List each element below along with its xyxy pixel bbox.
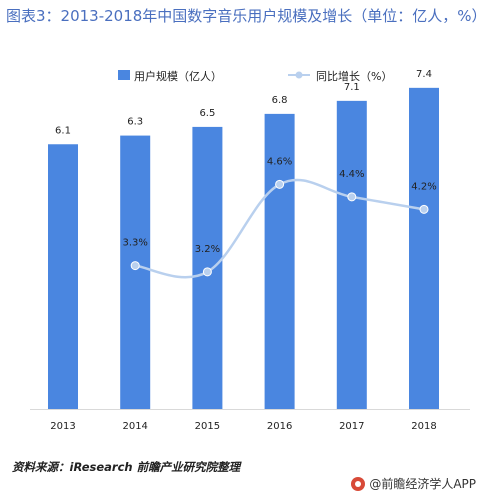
- x-tick-label-2017: 2017: [339, 421, 364, 432]
- chart-title: 图表3：2013-2018年中国数字音乐用户规模及增长（单位：亿人，%）: [6, 7, 487, 25]
- growth-label-2016: 4.6%: [267, 156, 292, 167]
- growth-point-2018: [419, 204, 429, 214]
- brand-text: @前瞻经济学人APP: [369, 477, 476, 491]
- growth-point-2016: [275, 179, 285, 189]
- growth-point-2015: [202, 267, 212, 277]
- x-tick-label-2013: 2013: [50, 421, 75, 432]
- growth-label-2017: 4.4%: [339, 169, 364, 180]
- legend-bar-label: 用户规模（亿人）: [134, 69, 222, 83]
- growth-point-2014: [130, 261, 140, 271]
- bar-2016: [264, 113, 295, 409]
- x-tick-label-2015: 2015: [195, 421, 220, 432]
- x-tick-label-2016: 2016: [267, 421, 292, 432]
- x-tick-label-2018: 2018: [411, 421, 436, 432]
- legend-bar-swatch: [118, 70, 130, 80]
- bar-value-label-2018: 7.4: [416, 69, 432, 80]
- legend-line-marker: [295, 71, 303, 79]
- x-tick-label-2014: 2014: [122, 421, 147, 432]
- growth-label-2014: 3.3%: [122, 238, 147, 249]
- bar-value-label-2015: 6.5: [199, 108, 215, 119]
- bar-2018: [409, 87, 439, 409]
- bar-value-label-2016: 6.8: [272, 95, 288, 106]
- growth-label-2018: 4.2%: [411, 181, 436, 192]
- bar-value-label-2017: 7.1: [344, 82, 360, 93]
- bar-value-label-2014: 6.3: [127, 117, 143, 128]
- bar-2014: [120, 135, 151, 409]
- bar-value-label-2013: 6.1: [55, 125, 71, 136]
- source-note: 资料来源：iResearch 前瞻产业研究院整理: [12, 460, 241, 474]
- brand-logo-icon: [351, 476, 366, 491]
- growth-point-2017: [347, 192, 357, 202]
- bar-2017: [336, 100, 367, 410]
- bar-2013: [48, 144, 78, 409]
- footer-brand: @前瞻经济学人APP: [351, 475, 476, 492]
- growth-label-2015: 3.2%: [195, 244, 220, 255]
- legend-line-label: 同比增长（%）: [316, 69, 392, 83]
